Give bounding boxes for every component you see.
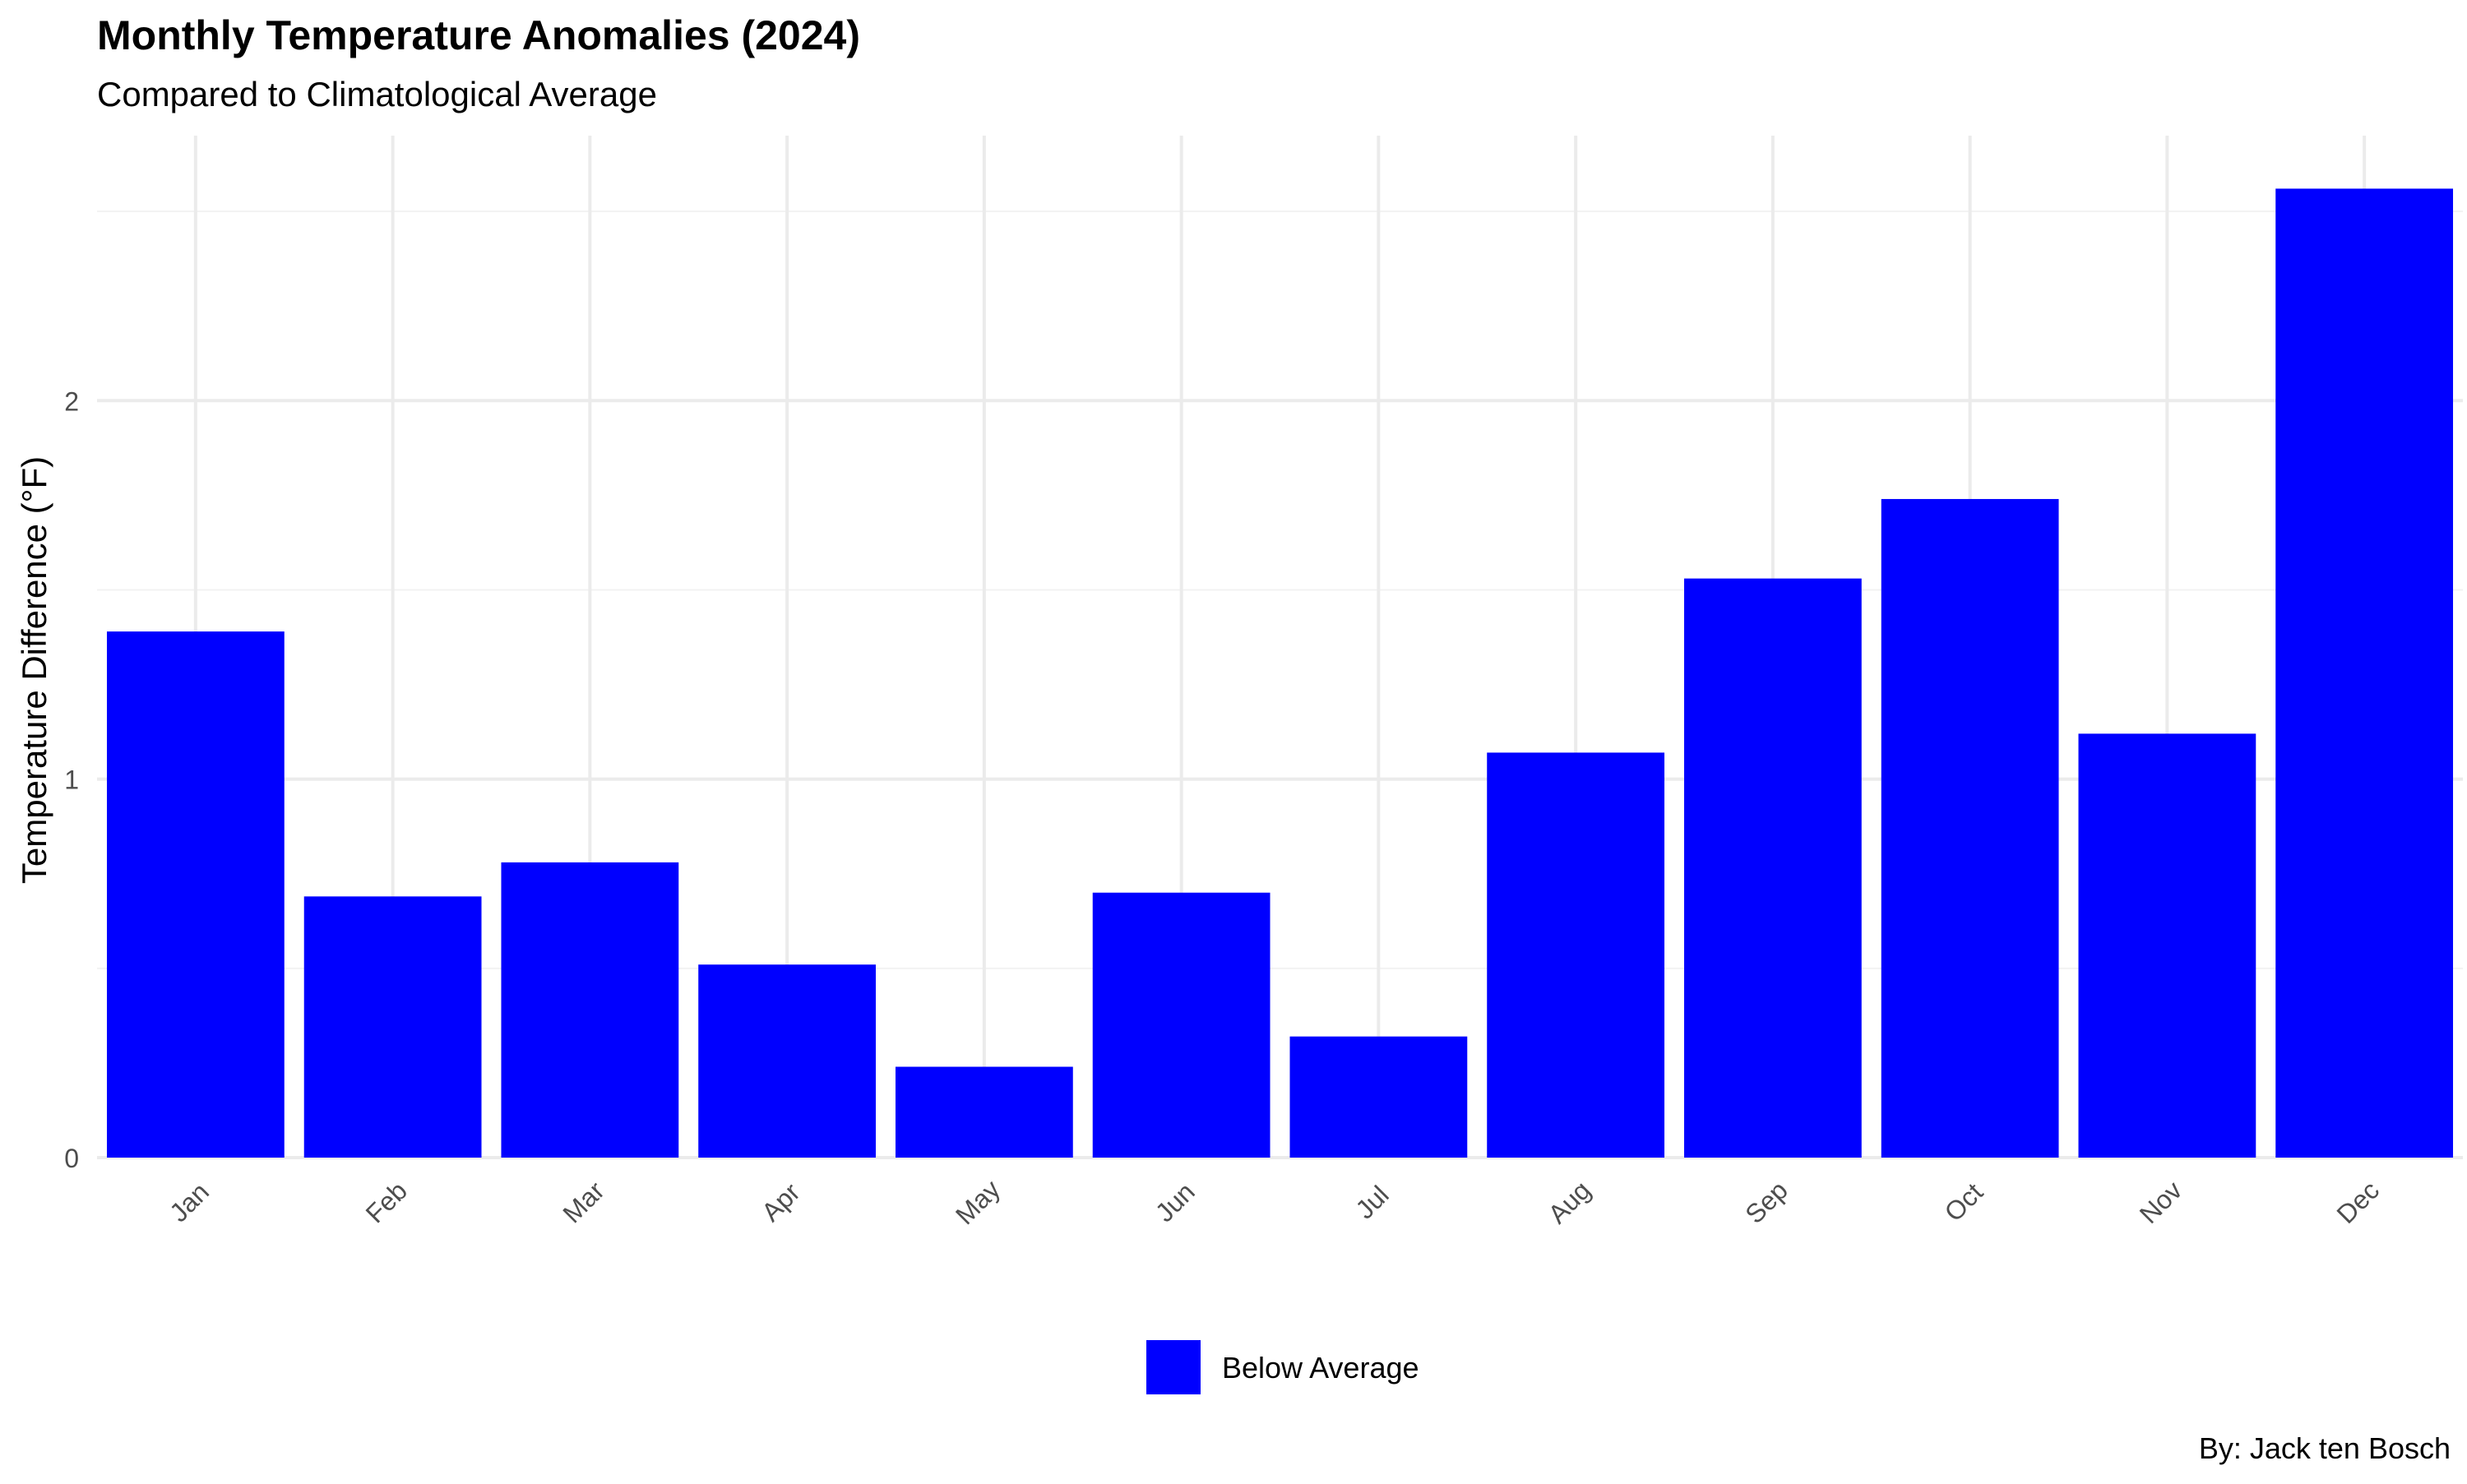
legend-label: Below Average [1222,1351,1419,1385]
y-tick-label: 2 [64,386,79,416]
bar-jan [106,631,285,1158]
y-tick-label: 0 [64,1144,79,1173]
bar-mar [501,862,679,1158]
bar-dec [2275,188,2454,1158]
chart-title: Monthly Temperature Anomalies (2024) [97,12,860,58]
chart-subtitle: Compared to Climatological Average [97,75,657,113]
bar-jun [1092,892,1271,1158]
bar-nov [2078,733,2256,1158]
chart-caption: By: Jack ten Bosch [2199,1431,2451,1465]
y-axis-label: Temperature Difference (°F) [15,456,53,884]
legend: Below Average [1146,1340,1419,1394]
bar-sep [1683,578,1862,1158]
y-tick-label: 1 [64,765,79,795]
bars [106,188,2454,1158]
bar-apr [698,964,877,1158]
bar-jul [1289,1036,1468,1158]
bar-aug [1487,752,1665,1158]
bar-feb [303,896,482,1158]
legend-swatch [1146,1340,1201,1394]
bar-may [895,1066,1073,1158]
bar-oct [1881,498,2059,1158]
